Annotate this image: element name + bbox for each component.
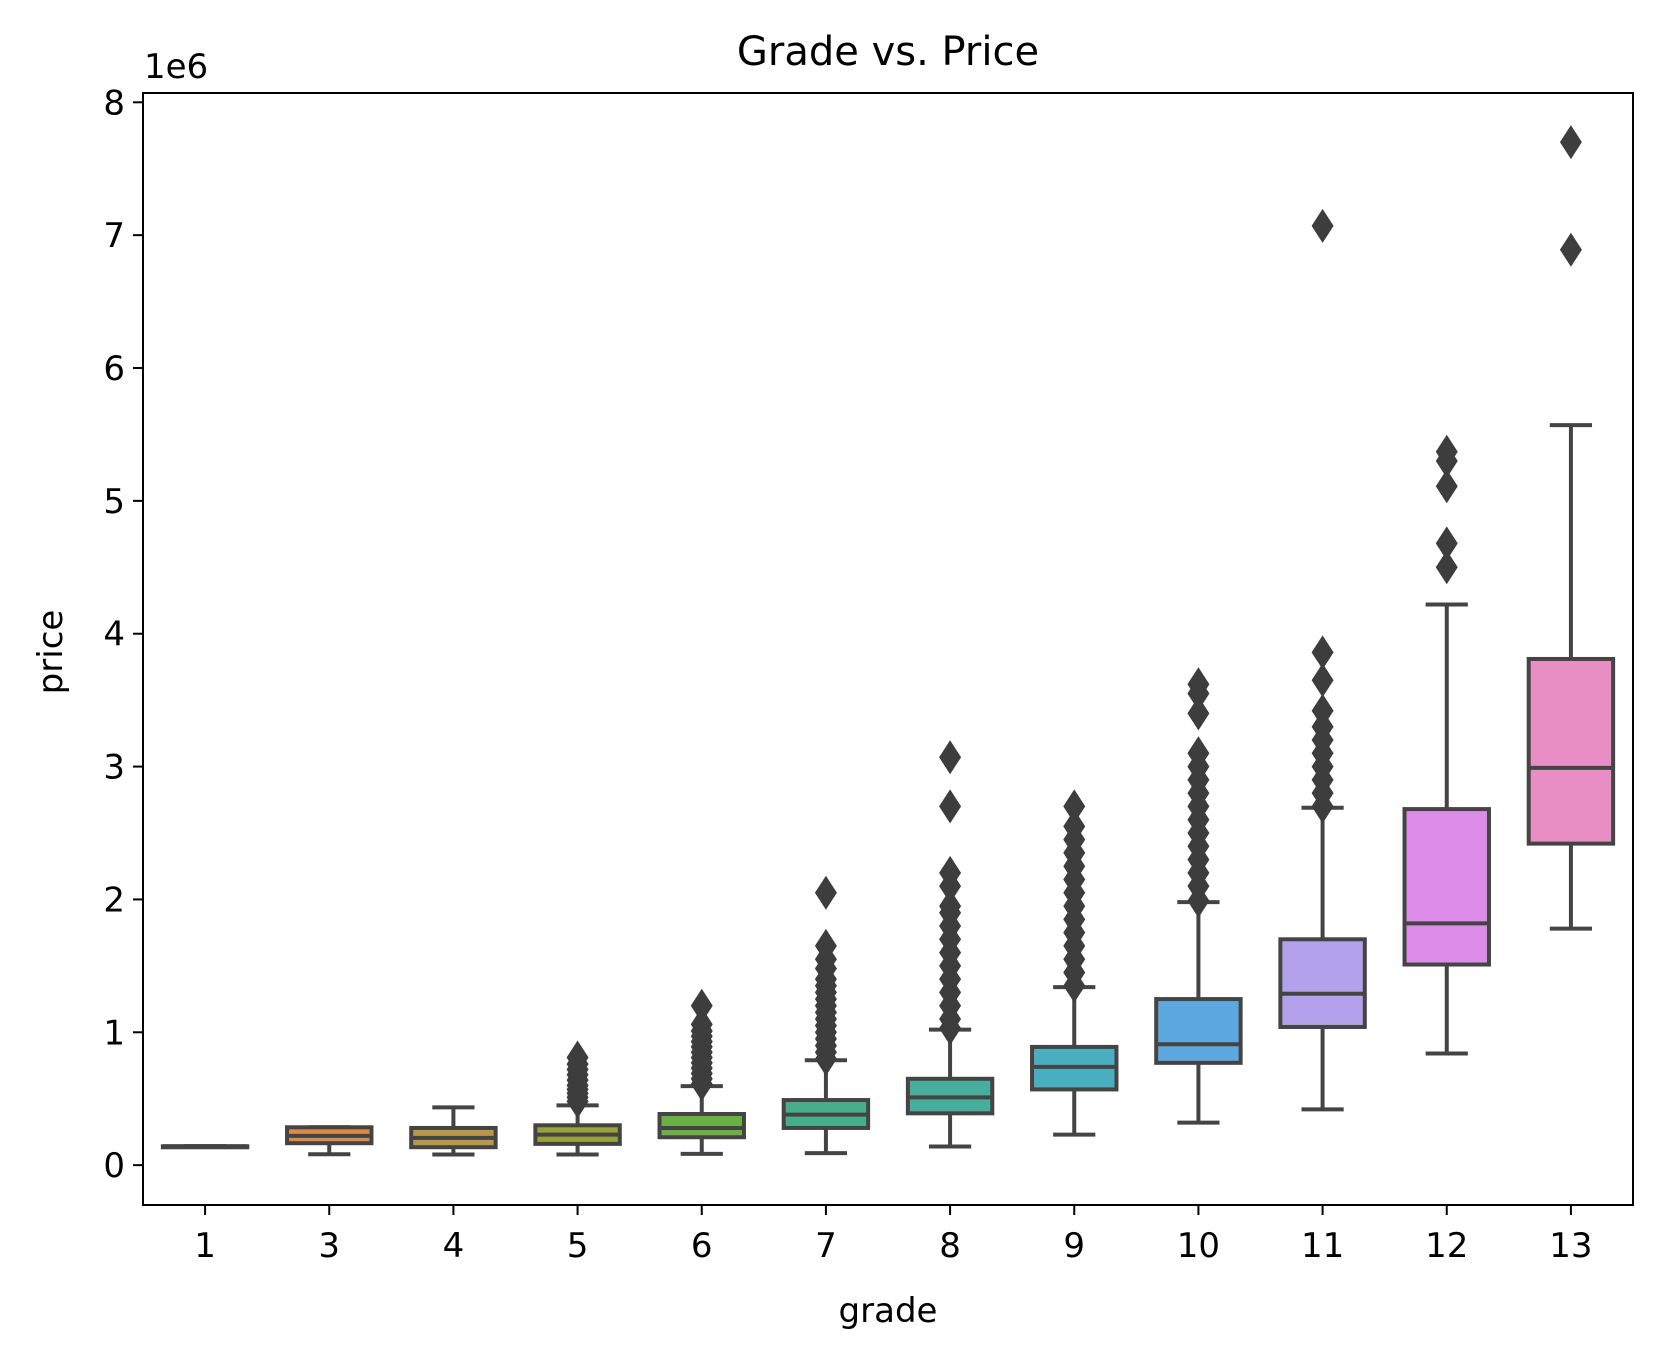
box-group-grade-6 (657, 988, 746, 1156)
x-tick-label: 12 (1425, 1226, 1468, 1266)
y-axis: 0 1 2 3 4 5 6 7 8 (103, 83, 143, 1186)
y-tick-label: 4 (103, 615, 125, 655)
outlier-point (690, 1007, 713, 1042)
box-group-grade-9 (1030, 789, 1119, 1137)
outlier-point (1435, 469, 1458, 504)
outlier-point (939, 740, 962, 775)
y-axis-title: price (31, 610, 71, 695)
chart-title: Grade vs. Price (737, 29, 1039, 75)
outlier-point (814, 928, 837, 963)
outlier-point (1311, 208, 1334, 243)
box-iqr (1278, 937, 1367, 1029)
x-tick-label: 3 (318, 1226, 340, 1266)
outlier-point (939, 789, 962, 824)
outlier-point (690, 988, 713, 1023)
box-iqr (1402, 807, 1491, 967)
x-tick-label: 11 (1301, 1226, 1344, 1266)
x-tick-label: 8 (939, 1226, 961, 1266)
y-tick-label: 8 (103, 83, 125, 123)
y-tick-label: 1 (103, 1013, 125, 1053)
box-group-grade-7 (781, 875, 871, 1156)
x-tick-label: 4 (443, 1226, 465, 1266)
outlier-point (939, 889, 962, 924)
box-iqr (657, 1111, 746, 1140)
box-group-grade-4 (409, 1105, 498, 1157)
plot-area (160, 125, 1616, 1157)
outlier-point (1187, 696, 1210, 731)
outlier-point (1435, 434, 1458, 469)
x-tick-label: 9 (1063, 1226, 1085, 1266)
y-tick-label: 0 (103, 1146, 125, 1186)
outlier-point (1435, 550, 1458, 585)
y-tick-label: 5 (103, 482, 125, 522)
y-tick-label: 7 (103, 216, 125, 256)
box-iqr (1154, 997, 1243, 1065)
box-group-grade-13 (1526, 125, 1616, 931)
box-iqr (1526, 656, 1616, 846)
outlier-point (814, 875, 837, 910)
outlier-point (1435, 526, 1458, 561)
x-axis: 1 3 4 5 6 7 8 9 10 11 12 13 (194, 1205, 1593, 1266)
x-tick-label: 5 (567, 1226, 589, 1266)
box-group-grade-10 (1154, 667, 1243, 1125)
outlier-point (1063, 809, 1086, 844)
outlier-point (1311, 635, 1334, 670)
x-axis-title: grade (839, 1291, 938, 1331)
outlier-point (1063, 789, 1086, 824)
outlier-point (1559, 232, 1582, 267)
box-group-grade-1 (160, 1144, 250, 1150)
outlier-point (1187, 736, 1210, 771)
box-group-grade-5 (533, 1040, 622, 1157)
box-group-grade-12 (1402, 434, 1491, 1056)
axes-frame (142, 92, 1634, 1206)
outlier-point (1559, 125, 1582, 160)
y-tick-label: 3 (103, 748, 125, 788)
outlier-point (1311, 693, 1334, 728)
outlier-point (566, 1040, 589, 1075)
y-tick-label: 2 (103, 880, 125, 920)
y-offset-label: 1e6 (144, 47, 208, 87)
outlier-point (939, 855, 962, 890)
box-group-grade-11 (1278, 208, 1367, 1112)
x-tick-label: 1 (194, 1226, 216, 1266)
x-tick-label: 6 (691, 1226, 713, 1266)
x-tick-label: 10 (1177, 1226, 1220, 1266)
y-tick-label: 6 (103, 349, 125, 389)
box-group-grade-8 (905, 740, 995, 1149)
x-tick-label: 7 (815, 1226, 837, 1266)
box-group-grade-3 (285, 1125, 374, 1157)
outlier-point (1311, 663, 1334, 698)
outlier-point (1187, 667, 1210, 702)
x-tick-label: 13 (1549, 1226, 1592, 1266)
